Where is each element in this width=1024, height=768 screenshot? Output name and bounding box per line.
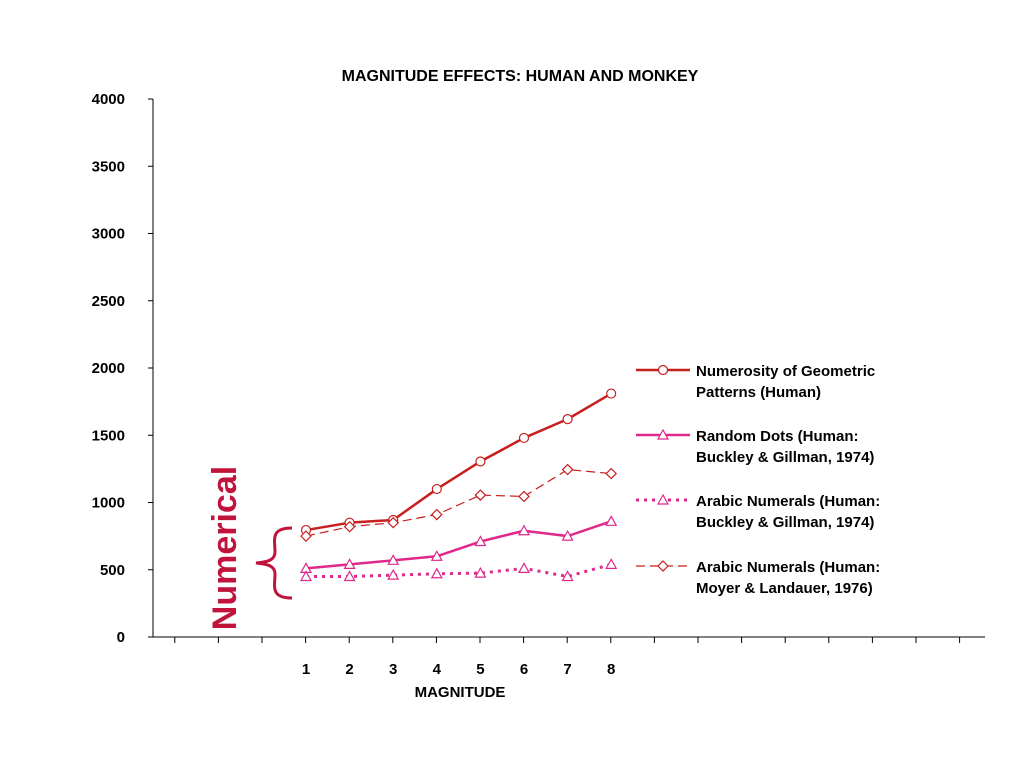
y-tick-label: 2000 <box>92 360 125 377</box>
legend-swatch-marker <box>657 364 669 376</box>
series-3-point <box>517 562 531 574</box>
x-tick-label: 3 <box>389 661 397 678</box>
series-2-point <box>343 558 356 569</box>
series-4-point <box>430 508 443 521</box>
y-tick-label: 3000 <box>92 226 125 243</box>
series-layer <box>299 388 618 582</box>
legend-label: Random Dots (Human: <box>696 428 859 445</box>
series-4-point <box>387 516 400 529</box>
legend-entry-2: Random Dots (Human: Buckley & Gillman, 19… <box>636 428 874 466</box>
y-tick-label: 2500 <box>92 293 125 310</box>
chart-title: MAGNITUDE EFFECTS: HUMAN AND MONKEY <box>342 68 699 85</box>
series-2-point <box>387 554 400 565</box>
series-3-point <box>605 558 618 569</box>
y-tick-label: 3500 <box>92 158 125 175</box>
legend-label: Arabic Numerals (Human: <box>696 559 880 576</box>
series-2-point <box>474 535 487 547</box>
y-tick-label: 0 <box>117 629 125 646</box>
x-axis-title: MAGNITUDE <box>415 684 506 701</box>
axes: 0 500 1000 1500 2000 2500 3000 3500 4000 1 2 3 4 5 6 7 8 <box>92 91 985 678</box>
legend-swatch-marker <box>657 560 669 572</box>
series-1 <box>300 388 617 536</box>
y-tick-label: 500 <box>100 562 125 579</box>
series-2-point <box>561 529 574 541</box>
series-4-point <box>605 467 618 480</box>
legend-label: Moyer & Landauer, 1976) <box>696 580 873 597</box>
series-1-point <box>562 414 573 425</box>
series-2-point <box>430 550 443 561</box>
legend: Numerosity of Geometric Patterns (Human) R… <box>636 363 880 597</box>
y-tick-label: 1000 <box>92 495 125 512</box>
series-1-line <box>305 392 612 532</box>
x-tick-label: 2 <box>345 661 353 678</box>
x-tick-label: 6 <box>520 661 528 678</box>
series-3-point <box>561 570 574 582</box>
brace-shape <box>255 526 293 600</box>
series-4-point <box>474 489 487 501</box>
series-1-point <box>431 483 442 495</box>
series-4 <box>300 463 618 542</box>
series-4-point <box>300 530 312 542</box>
series-4-point <box>561 463 574 476</box>
series-3 <box>299 558 618 582</box>
legend-entry-4: Arabic Numerals (Human: Moyer & Landauer,… <box>636 559 880 597</box>
series-4-point <box>343 520 356 533</box>
series-3-point <box>299 570 313 582</box>
series-2-point <box>517 524 531 536</box>
y-tick-label: 4000 <box>92 91 125 108</box>
series-2-point <box>605 515 618 526</box>
series-1-point <box>475 456 486 467</box>
series-4-point <box>518 490 530 503</box>
legend-label: Numerosity of Geometric <box>696 363 875 380</box>
x-tick-label: 4 <box>433 661 442 678</box>
legend-swatch-marker <box>656 428 670 440</box>
legend-swatch-marker <box>656 493 670 505</box>
x-tick-label: 8 <box>607 661 615 678</box>
legend-label: Arabic Numerals (Human: <box>696 493 880 510</box>
numerical-annotation: Numerical <box>206 466 244 630</box>
x-tick-label: 7 <box>563 661 571 678</box>
x-tick-label: 1 <box>302 661 310 678</box>
legend-entry-3: Arabic Numerals (Human: Buckley & Gillman… <box>636 493 880 531</box>
series-3-point <box>343 570 356 582</box>
legend-entry-1: Numerosity of Geometric Patterns (Human) <box>636 363 875 401</box>
legend-label: Buckley & Gillman, 1974) <box>696 449 874 466</box>
series-1-point <box>518 432 530 444</box>
annotation-layer: Numerical <box>206 466 293 630</box>
series-3-line <box>306 562 612 578</box>
series-2 <box>299 515 618 574</box>
series-3-point <box>387 568 400 580</box>
legend-label: Buckley & Gillman, 1974) <box>696 514 874 531</box>
series-2-line <box>305 520 612 570</box>
legend-label: Patterns (Human) <box>696 384 821 401</box>
series-4-line <box>305 468 612 537</box>
y-tick-label: 1500 <box>92 427 125 444</box>
x-tick-label: 5 <box>476 661 484 678</box>
series-1-point <box>606 388 617 399</box>
series-3-point <box>474 566 487 578</box>
series-3-point <box>430 567 443 579</box>
